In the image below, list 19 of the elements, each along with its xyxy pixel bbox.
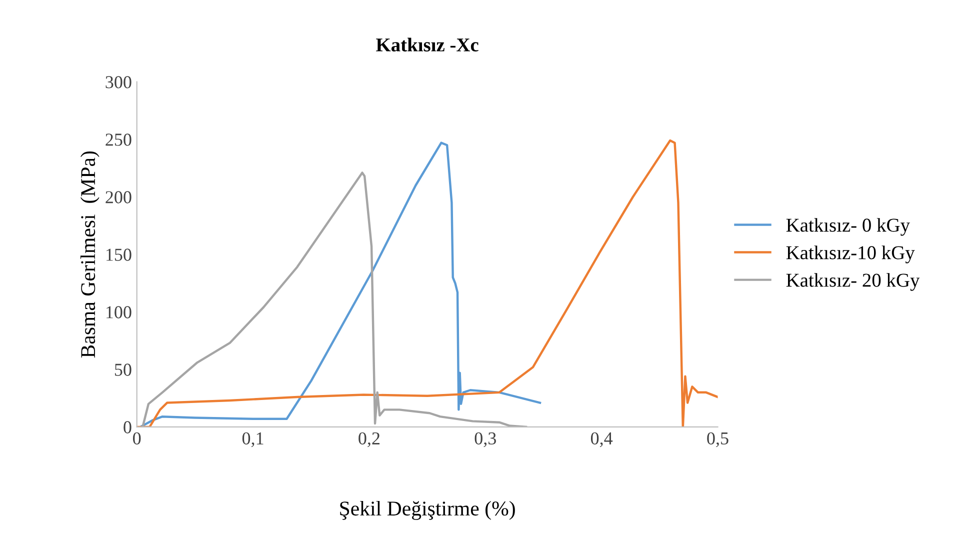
- x-tick-label: 0,4: [590, 432, 613, 448]
- y-tick-label: 0: [124, 421, 132, 434]
- legend-label: Katkısız-10 kGy: [786, 246, 915, 264]
- y-tick-label: 150: [106, 248, 132, 261]
- y-tick-label: 250: [106, 134, 132, 146]
- y-tick-label: 300: [106, 76, 132, 88]
- y-axis-title: Basma Gerilmesi (MPa): [80, 151, 100, 358]
- x-axis-title: Şekil Değiştirme (%): [340, 500, 515, 520]
- legend-label: Katkısız- 0 kGy: [786, 218, 910, 236]
- y-tick-label: 50: [114, 364, 132, 376]
- x-tick-label: 0,2: [358, 432, 380, 448]
- chart-title: Katkısız -Xc: [376, 38, 478, 52]
- x-tick-label: 0,5: [707, 432, 728, 448]
- x-tick-label: 0: [133, 432, 141, 444]
- x-tick-label: 0,3: [474, 432, 496, 448]
- y-tick-label: 100: [106, 306, 132, 318]
- x-tick-label: 0,1: [242, 432, 264, 448]
- legend-label: Katkısız- 20 kGy: [786, 273, 920, 291]
- y-tick-label: 200: [106, 191, 132, 204]
